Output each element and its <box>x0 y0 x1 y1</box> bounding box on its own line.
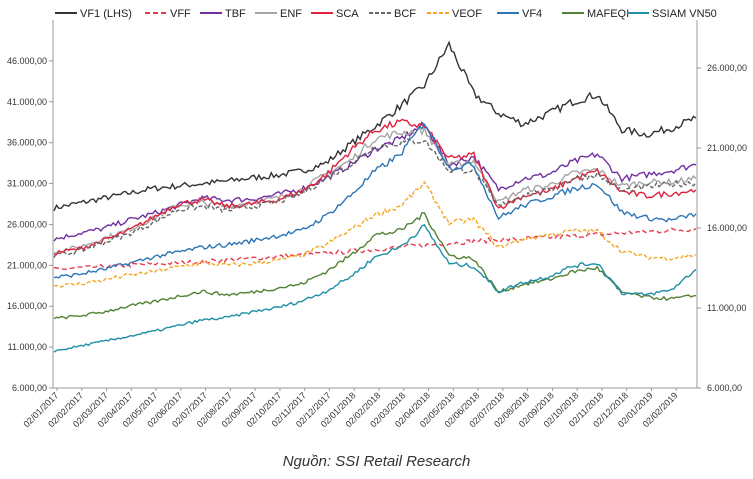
y-left-tick-label: 46.000,00 <box>7 56 47 66</box>
chart-legend: VF1 (LHS) VFF TBF ENF SCA BCF VEOF VF4 MAFEQI SSI… <box>55 8 717 20</box>
legend-label: MAFEQI <box>587 8 629 20</box>
y-right-tick-label: 21.000,00 <box>707 143 747 153</box>
legend-label: ENF <box>280 8 302 20</box>
legend-label: BCF <box>394 8 416 20</box>
series-line-ssiam-vn50 <box>53 223 697 353</box>
legend-label: VEOF <box>452 8 482 20</box>
legend-label: SSIAM VN50 <box>652 8 717 20</box>
series-line-vff <box>53 227 697 271</box>
series-line-enf <box>53 125 697 254</box>
legend-label: TBF <box>225 8 246 20</box>
y-right-tick-label: 11.000,00 <box>707 303 746 313</box>
legend-label: VF1 (LHS) <box>80 8 132 20</box>
y-left-tick-label: 21.000,00 <box>7 260 47 270</box>
y-left-tick-label: 26.000,00 <box>7 219 47 229</box>
y-right-tick-label: 6.000,00 <box>707 383 742 393</box>
series-line-sca <box>53 118 697 256</box>
series-line-tbf <box>53 121 697 242</box>
series-line-mafeqi <box>53 212 697 320</box>
legend-label: VFF <box>170 8 191 20</box>
y-left-tick-label: 16.000,00 <box>7 301 47 311</box>
series-line-veof <box>53 180 697 288</box>
y-right-tick-label: 16.000,00 <box>707 223 747 233</box>
y-left-tick-label: 6.000,00 <box>12 383 47 393</box>
legend-label: SCA <box>336 8 359 20</box>
source-note: Nguồn: SSI Retail Research <box>282 453 471 470</box>
series-line-vf1-lhs <box>53 40 697 212</box>
legend-label: VF4 <box>522 8 542 20</box>
series-line-bcf <box>53 138 697 259</box>
y-left-tick-label: 11.000,00 <box>8 342 47 352</box>
y-right-tick-label: 26.000,00 <box>707 63 747 73</box>
plot-area <box>53 40 697 353</box>
y-left-tick-label: 31.000,00 <box>7 179 47 189</box>
chart-axes: 6.000,00 11.000,00 16.000,00 21.000,00 26.00… <box>7 20 747 429</box>
y-left-tick-label: 36.000,00 <box>7 138 47 148</box>
series-line-vf4 <box>53 123 697 279</box>
y-left-tick-label: 41.000,00 <box>7 97 47 107</box>
